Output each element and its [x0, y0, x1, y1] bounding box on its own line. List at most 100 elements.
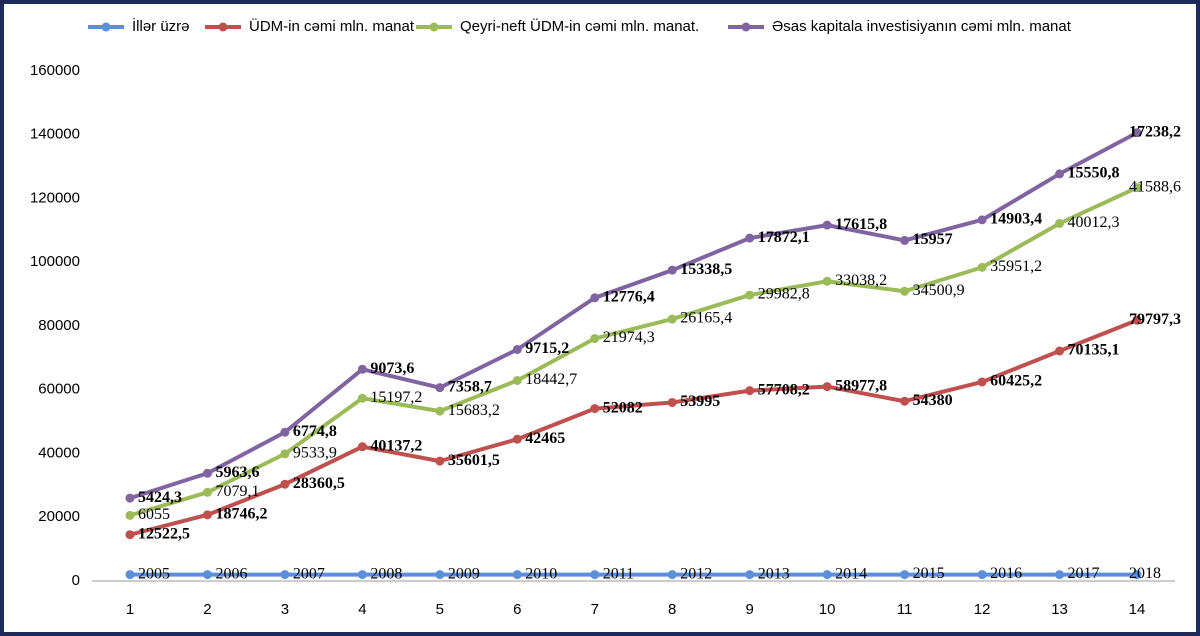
data-label: 2015 [913, 565, 945, 582]
point [822, 276, 832, 286]
legend-marker [218, 22, 228, 32]
point [822, 220, 832, 230]
point [822, 382, 832, 392]
point [745, 386, 755, 396]
point [512, 570, 522, 580]
data-label: 57708,2 [758, 381, 810, 398]
point [745, 233, 755, 243]
data-label: 21974,3 [603, 329, 655, 346]
point [357, 570, 367, 580]
data-label: 12522,5 [138, 525, 190, 542]
data-label: 79797,3 [1129, 311, 1181, 328]
data-label: 2010 [525, 565, 557, 582]
point [202, 510, 212, 520]
point [900, 286, 910, 296]
series-line [129, 318, 1138, 537]
y-tick-label: 100000 [30, 253, 80, 270]
point [745, 290, 755, 300]
point [977, 377, 987, 387]
legend-label: Əsas kapitala investisiyanın cəmi mln. m… [772, 18, 1072, 35]
data-label: 35601,5 [448, 452, 500, 469]
point [202, 468, 212, 478]
legend-marker [101, 22, 111, 32]
point [667, 397, 677, 407]
point [977, 262, 987, 272]
x-tick-label: 8 [668, 601, 676, 618]
data-label: 2018 [1129, 565, 1161, 582]
x-tick-label: 12 [974, 601, 991, 618]
point [1132, 315, 1142, 325]
x-tick-label: 6 [513, 601, 521, 618]
data-label: 2014 [835, 565, 867, 582]
x-tick-label: 10 [819, 601, 836, 618]
point [900, 570, 910, 580]
y-tick-label: 0 [72, 572, 80, 589]
legend-label: ÜDM-in cəmi mln. manat [249, 17, 415, 35]
data-label: 53995 [680, 393, 720, 410]
data-label: 2011 [603, 565, 634, 582]
data-label: 2012 [680, 565, 712, 582]
data-label: 17238,2 [1129, 123, 1181, 140]
data-label: 35951,2 [990, 258, 1042, 275]
data-label: 40137,2 [370, 437, 422, 454]
data-label: 2013 [758, 565, 790, 582]
point [822, 570, 832, 580]
point [590, 404, 600, 414]
point [280, 479, 290, 489]
data-label: 17872,1 [758, 229, 810, 246]
point [667, 570, 677, 580]
data-label: 15338,5 [680, 261, 732, 278]
point [125, 510, 135, 520]
point [900, 235, 910, 245]
point [1055, 218, 1065, 228]
data-label: 9073,6 [370, 360, 414, 377]
data-label: 40012,3 [1068, 214, 1120, 231]
point [357, 393, 367, 403]
y-tick-label: 80000 [38, 317, 80, 334]
point [202, 570, 212, 580]
point [512, 375, 522, 385]
data-label: 2006 [215, 565, 247, 582]
data-label: 14903,4 [990, 211, 1042, 228]
data-label: 2009 [448, 565, 480, 582]
point [202, 487, 212, 497]
point [1055, 570, 1065, 580]
legend-marker [741, 22, 751, 32]
data-label: 2007 [293, 565, 325, 582]
series-line [129, 185, 1138, 518]
data-label: 26165,4 [680, 310, 732, 327]
point [1132, 570, 1142, 580]
point [435, 570, 445, 580]
point [125, 570, 135, 580]
data-label: 5963,6 [215, 464, 259, 481]
point [977, 215, 987, 225]
y-tick-label: 60000 [38, 381, 80, 398]
data-label: 2008 [370, 565, 402, 582]
point [977, 570, 987, 580]
point [435, 406, 445, 416]
point [435, 456, 445, 466]
data-label: 17615,8 [835, 216, 887, 233]
point [125, 493, 135, 503]
y-tick-label: 40000 [38, 444, 80, 461]
point [1055, 169, 1065, 179]
point [280, 449, 290, 459]
data-label: 18442,7 [525, 371, 577, 388]
x-tick-label: 9 [746, 601, 754, 618]
point [667, 265, 677, 275]
series-line [129, 130, 1138, 501]
x-tick-label: 5 [436, 601, 444, 618]
legend-marker [429, 22, 439, 32]
x-tick-label: 3 [281, 601, 289, 618]
point [590, 570, 600, 580]
data-label: 15197,2 [370, 389, 422, 406]
point [512, 434, 522, 444]
data-label: 54380 [913, 392, 953, 409]
x-tick-label: 13 [1051, 601, 1068, 618]
data-label: 58977,8 [835, 377, 887, 394]
point [590, 334, 600, 344]
data-label: 2017 [1068, 565, 1100, 582]
